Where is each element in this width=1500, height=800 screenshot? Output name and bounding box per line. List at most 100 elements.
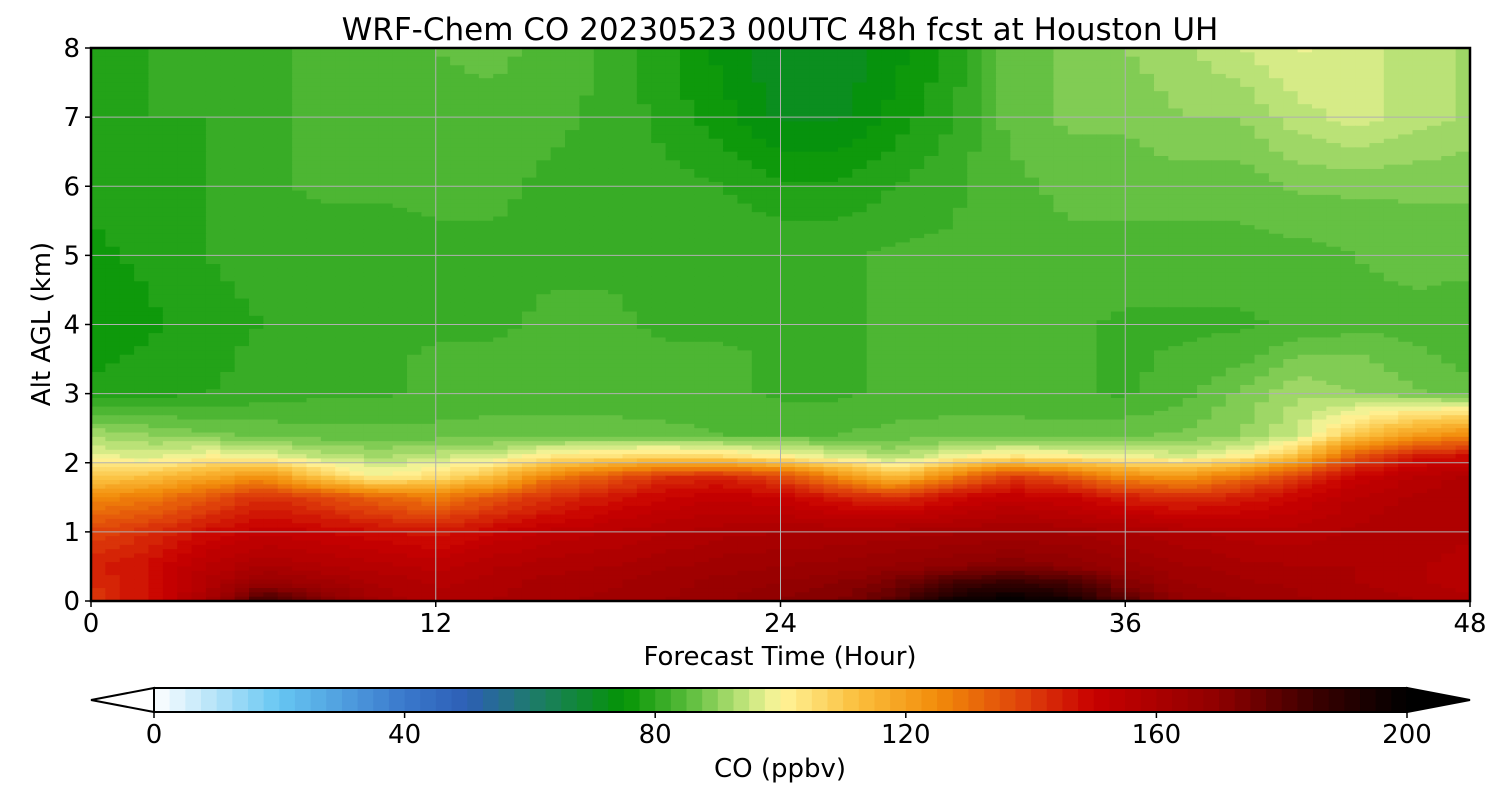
heatmap-cell: [105, 216, 121, 222]
heatmap-cell: [766, 52, 782, 58]
heatmap-cell: [550, 147, 566, 153]
heatmap-cell: [809, 181, 825, 187]
heatmap-cell: [191, 99, 207, 105]
heatmap-cell: [435, 78, 451, 84]
heatmap-cell: [708, 203, 724, 209]
heatmap-cell: [292, 138, 308, 144]
heatmap-cell: [407, 233, 422, 239]
heatmap-cell: [162, 186, 178, 192]
heatmap-cell: [1067, 207, 1083, 213]
heatmap-cell: [881, 134, 897, 140]
heatmap-cell: [105, 190, 121, 196]
heatmap-cell: [1297, 99, 1313, 105]
heatmap-cell: [967, 52, 983, 58]
heatmap-cell: [1355, 186, 1371, 192]
heatmap-cell: [335, 268, 351, 274]
heatmap-cell: [148, 203, 164, 209]
heatmap-cell: [1153, 199, 1169, 205]
heatmap-cell: [837, 78, 853, 84]
heatmap-cell: [234, 56, 250, 62]
heatmap-cell: [277, 186, 293, 192]
heatmap-cell: [723, 82, 738, 88]
heatmap-cell: [679, 48, 695, 53]
heatmap-cell: [679, 194, 695, 200]
heatmap-cell: [665, 138, 681, 144]
heatmap-cell: [651, 121, 667, 127]
heatmap-cell: [1168, 251, 1184, 256]
heatmap-cell: [435, 112, 451, 118]
heatmap-cell: [651, 52, 667, 58]
heatmap-cell: [967, 130, 983, 136]
heatmap-cell: [1168, 104, 1184, 110]
heatmap-cell: [378, 65, 394, 71]
heatmap-cell: [1139, 156, 1155, 161]
heatmap-cell: [1355, 73, 1371, 79]
heatmap-cell: [177, 138, 193, 144]
heatmap-cell: [1082, 242, 1098, 248]
heatmap-cell: [464, 69, 480, 75]
heatmap-cell: [249, 212, 264, 218]
heatmap-cell: [277, 108, 293, 114]
heatmap-cell: [636, 216, 652, 222]
heatmap-cell: [1110, 251, 1126, 256]
heatmap-cell: [1067, 225, 1083, 231]
heatmap-cell: [1383, 86, 1399, 92]
heatmap-cell: [162, 164, 178, 170]
heatmap-cell: [938, 52, 954, 58]
heatmap-cell: [91, 168, 106, 174]
heatmap-cell: [263, 78, 279, 84]
heatmap-cell: [335, 91, 351, 97]
heatmap-cell: [1153, 246, 1169, 252]
heatmap-cell: [1355, 134, 1371, 140]
heatmap-cell: [148, 190, 164, 196]
heatmap-cell: [363, 117, 379, 123]
heatmap-cell: [608, 203, 624, 209]
heatmap-cell: [737, 73, 753, 79]
heatmap-cell: [378, 125, 394, 131]
heatmap-cell: [263, 138, 279, 144]
heatmap-cell: [651, 112, 667, 118]
heatmap-cell: [895, 56, 911, 62]
heatmap-cell: [1139, 190, 1155, 196]
heatmap-cell: [1240, 242, 1256, 248]
heatmap-cell: [1096, 251, 1112, 256]
heatmap-cell: [249, 130, 264, 136]
heatmap-cell: [1326, 104, 1342, 110]
heatmap-cell: [780, 160, 796, 166]
heatmap-cell: [435, 117, 451, 123]
heatmap-cell: [507, 233, 523, 239]
heatmap-cell: [593, 186, 609, 192]
heatmap-cell: [205, 238, 221, 244]
heatmap-cell: [320, 194, 336, 200]
heatmap-cell: [1168, 112, 1184, 118]
heatmap-cell: [1153, 255, 1169, 261]
heatmap-cell: [421, 238, 437, 244]
heatmap-cell: [1398, 259, 1414, 265]
heatmap-cell: [105, 60, 121, 66]
heatmap-cell: [636, 147, 652, 153]
heatmap-cell: [579, 194, 595, 200]
heatmap-cell: [249, 164, 264, 170]
heatmap-cell: [234, 199, 250, 205]
heatmap-cell: [378, 143, 394, 148]
heatmap-cell: [1254, 143, 1270, 148]
heatmap-cell: [1010, 220, 1026, 226]
heatmap-cell: [852, 60, 868, 66]
heatmap-cell: [392, 168, 408, 174]
heatmap-cell: [1297, 130, 1313, 136]
heatmap-cell: [723, 95, 738, 101]
heatmap-cell: [292, 95, 308, 101]
heatmap-cell: [852, 108, 868, 114]
heatmap-cell: [421, 233, 437, 239]
heatmap-cell: [177, 207, 193, 213]
heatmap-cell: [1355, 48, 1371, 53]
heatmap-cell: [852, 251, 868, 256]
heatmap-cell: [1412, 121, 1428, 127]
heatmap-cell: [306, 78, 322, 84]
heatmap-cell: [938, 186, 954, 192]
heatmap-cell: [981, 99, 997, 105]
heatmap-cell: [1039, 99, 1055, 105]
heatmap-cell: [234, 95, 250, 101]
heatmap-cell: [1125, 207, 1141, 213]
heatmap-cell: [378, 246, 394, 252]
